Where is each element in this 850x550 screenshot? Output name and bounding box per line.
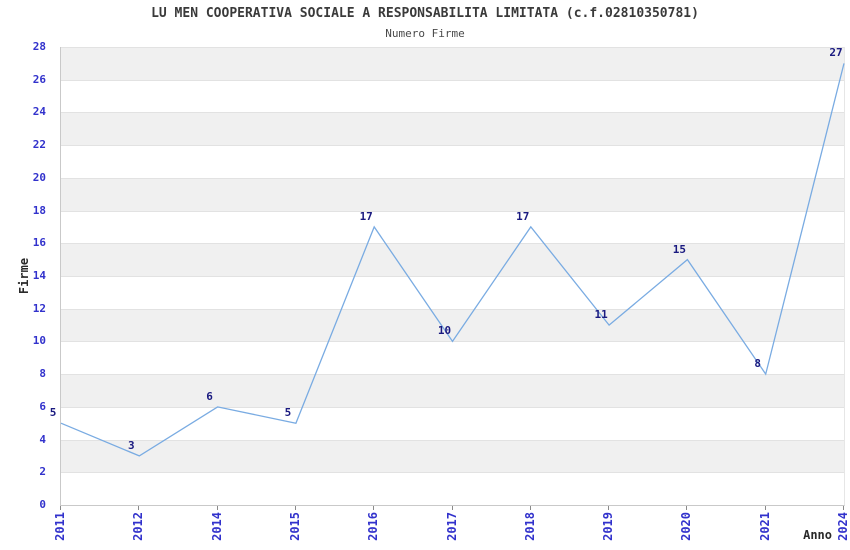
gridline	[61, 112, 844, 113]
data-point-label: 11	[594, 308, 608, 322]
y-tick-label: 14	[32, 269, 46, 282]
plot-band	[61, 374, 844, 407]
x-tick-mark	[451, 506, 453, 510]
x-tick-mark	[608, 506, 610, 510]
y-tick-label: 0	[39, 498, 46, 511]
data-point-label: 5	[284, 406, 292, 420]
x-tick-mark	[843, 506, 844, 510]
x-tick-mark	[216, 506, 218, 510]
gridline	[61, 472, 844, 473]
gridline	[61, 178, 844, 179]
plot-band	[61, 177, 844, 211]
y-tick-label: 24	[32, 105, 46, 119]
gridline	[61, 407, 844, 408]
series-line-svg	[60, 63, 845, 457]
data-point-label: 6	[206, 389, 213, 403]
plot-band	[61, 112, 844, 146]
y-tick-label: 22	[32, 138, 46, 152]
x-tick-mark	[373, 506, 375, 510]
plot-band	[61, 308, 844, 342]
chart-title: LU MEN COOPERATIVA SOCIALE A RESPONSABIL…	[151, 6, 699, 21]
x-tick-label: 2021	[757, 512, 772, 541]
y-tick-label: 4	[39, 432, 46, 446]
y-tick-label: 10	[32, 334, 46, 348]
gridline	[61, 80, 844, 81]
data-point-label: 27	[829, 46, 843, 60]
y-tick-label: 20	[32, 170, 46, 184]
x-axis: 2011 2012 2014 2015 2016 2017 2018 2019 2020 2021…	[53, 505, 850, 550]
y-tick-label: 26	[32, 72, 46, 86]
plot-band	[61, 47, 844, 80]
x-tick-mark	[529, 506, 531, 510]
x-tick-mark	[764, 506, 766, 510]
x-tick-label: 2018	[522, 512, 537, 541]
data-point-label: 17	[359, 209, 373, 223]
gridline	[61, 211, 844, 212]
plot-area: 5 3 6 5 17 10 17 11 15 8 27	[50, 46, 845, 506]
data-point-label: 17	[516, 209, 530, 223]
plot-band	[61, 243, 844, 276]
x-tick-label: 2019	[601, 512, 616, 541]
x-tick-mark	[60, 506, 61, 510]
x-axis-title: Anno	[803, 528, 832, 542]
x-tick-label: 2012	[131, 512, 146, 541]
x-tick-label: 2024	[836, 512, 850, 541]
gridline	[61, 145, 844, 146]
gridline	[61, 374, 844, 375]
data-point-label: 5	[49, 406, 57, 420]
data-point-label: 15	[672, 242, 687, 256]
data-point-label: 10	[437, 324, 452, 338]
y-tick-label: 2	[39, 465, 46, 479]
x-tick-label: 2014	[209, 512, 224, 541]
x-tick-label: 2017	[444, 512, 459, 541]
x-tick-label: 2015	[287, 512, 302, 541]
gridline	[61, 309, 844, 310]
data-point-label: 8	[754, 357, 761, 371]
y-tick-label: 12	[32, 301, 46, 315]
x-tick-label: 2011	[53, 512, 67, 541]
gridline	[61, 243, 844, 244]
plot-band	[61, 439, 844, 473]
x-tick-mark	[686, 506, 688, 510]
gridline	[61, 440, 844, 441]
x-tick-label: 2020	[679, 512, 694, 541]
y-tick-label: 8	[39, 367, 46, 381]
x-tick-mark	[294, 506, 296, 510]
gridline	[61, 276, 844, 277]
chart-subtitle: Numero Firme	[385, 27, 465, 40]
series-line	[60, 63, 845, 457]
y-axis-tick-labels: 0 2 4 6 8 10 12 14 16 18 20 22 24 26 28	[0, 40, 46, 511]
data-point-label: 3	[127, 438, 135, 452]
y-tick-label: 6	[39, 399, 46, 413]
gridline	[61, 47, 844, 48]
y-tick-label: 16	[32, 236, 46, 250]
x-tick-label: 2016	[366, 512, 381, 541]
x-tick-mark	[138, 506, 140, 510]
y-tick-label: 28	[32, 40, 46, 53]
y-tick-label: 18	[32, 203, 46, 217]
